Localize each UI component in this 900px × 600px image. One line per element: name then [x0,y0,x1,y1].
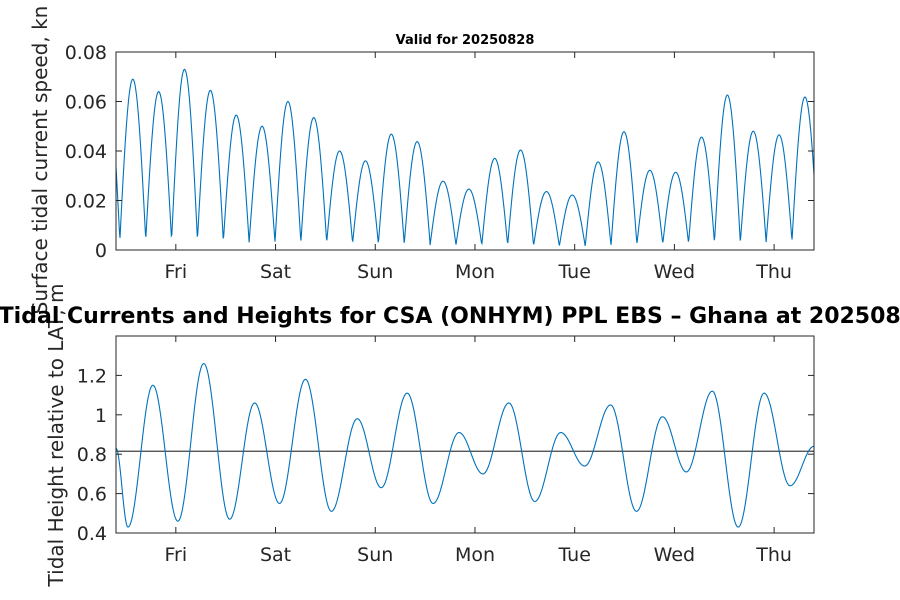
tidal-height-panel: 0.4 0.6 0.8 1 1.2 Fri Sat Sun Mon Tue Wed Thu [77,335,815,566]
y-tick-label: 0.4 [77,523,107,545]
height-series-layer [115,362,815,528]
y-tick-label: 0.8 [77,444,107,466]
x-tick-label: Sun [357,261,393,283]
current-series-layer [115,68,815,247]
current-plot-area [116,52,814,250]
x-tick-label: Sat [260,544,291,566]
current-y-axis-label: Surface tidal current speed, kn [28,6,52,315]
current-axes-layer: 0 0.02 0.04 0.06 0.08 Fri Sat Sun Mon Tue Wed Thu [65,42,814,283]
y-tick-label: 0.06 [65,92,107,114]
y-tick-label: 0.6 [77,484,107,506]
tidal-height-line [115,362,815,528]
x-tick-label: Wed [654,544,695,566]
x-tick-label: Thu [755,261,792,283]
x-tick-label: Mon [455,544,495,566]
x-tick-label: Fri [165,544,188,566]
y-tick-label: 0.04 [65,141,107,163]
x-tick-label: Tue [557,544,590,566]
height-plot-frame [115,335,815,534]
x-tick-label: Tue [557,261,590,283]
height-axes-layer: 0.4 0.6 0.8 1 1.2 Fri Sat Sun Mon Tue Wed Thu [77,336,814,566]
y-tick-label: 1.2 [77,365,107,387]
x-tick-label: Fri [165,261,188,283]
figure-main-title: Tidal Currents and Heights for CSA (ONHY… [0,304,900,329]
x-tick-label: Mon [455,261,495,283]
y-tick-label: 1 [95,405,107,427]
x-tick-label: Sun [357,544,393,566]
current-speed-panel: 0 0.02 0.04 0.06 0.08 Fri Sat Sun Mon Tue Wed Thu [65,42,815,283]
height-plot-area [116,336,814,533]
y-tick-label: 0.02 [65,191,107,213]
height-y-axis-label: Tidal Height relative to LAT, m [44,284,68,588]
current-chart-title: Valid for 20250828 [396,33,535,48]
current-speed-line [115,68,815,247]
current-plot-frame [115,51,815,251]
y-tick-label: 0 [95,240,107,262]
x-tick-label: Sat [260,261,291,283]
y-tick-label: 0.08 [65,42,107,64]
x-tick-label: Thu [755,544,792,566]
x-tick-label: Wed [654,261,695,283]
